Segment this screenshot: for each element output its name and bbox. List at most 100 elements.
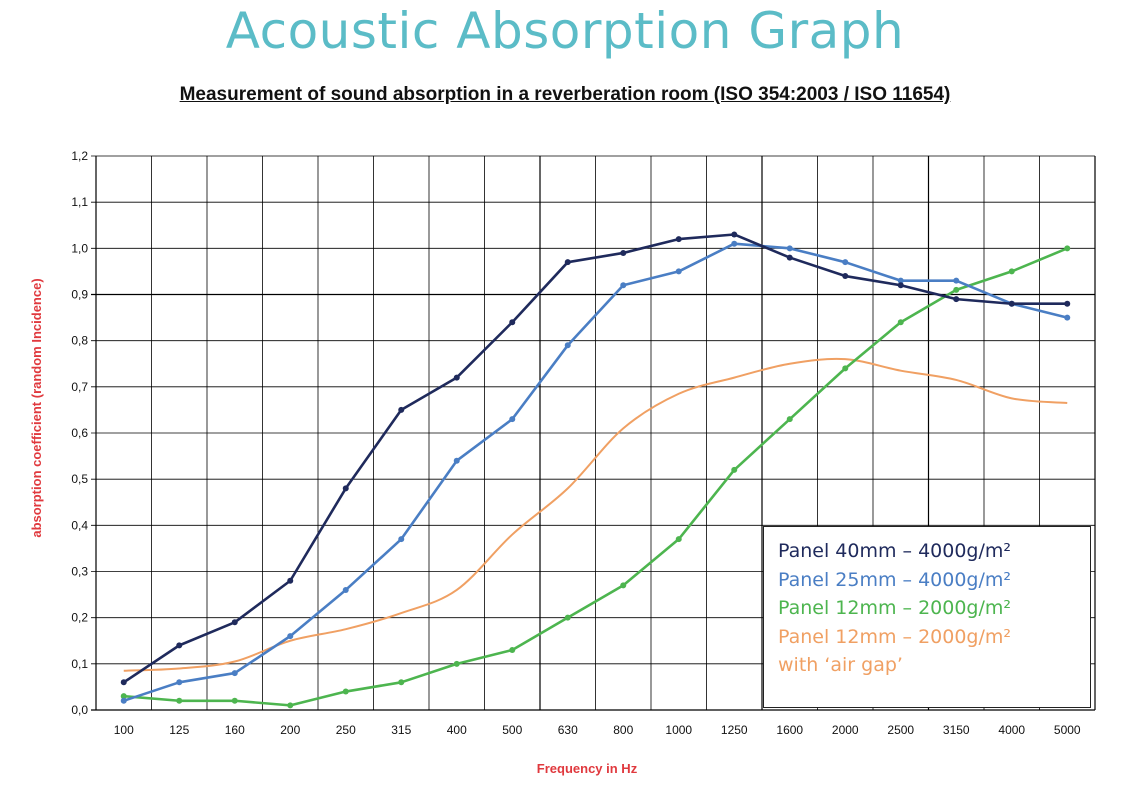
y-axis-label: absorption coefficient (random Incidence… — [29, 278, 44, 537]
data-point — [953, 277, 960, 284]
legend-entry-panel-12mm-air-gap: Panel 12mm – 2000g/m² — [778, 625, 1012, 648]
x-tick-label: 400 — [447, 723, 467, 737]
data-point — [842, 365, 849, 372]
data-point — [897, 319, 904, 326]
data-point — [786, 245, 793, 252]
data-point — [231, 619, 238, 626]
y-tick-label: 0,3 — [71, 565, 88, 579]
chart-subtitle: Measurement of sound absorption in a rev… — [0, 84, 1130, 106]
x-tick-label: 200 — [280, 723, 300, 737]
data-point — [1064, 300, 1071, 307]
page-title: Acoustic Absorption Graph — [225, 2, 905, 60]
y-tick-label: 0,9 — [71, 288, 88, 302]
data-point — [453, 660, 460, 667]
series-panel-40mm-line — [123, 233, 1068, 684]
data-point — [231, 670, 238, 677]
data-point — [287, 577, 294, 584]
x-tick-label: 1250 — [721, 723, 748, 737]
x-tick-label: 250 — [336, 723, 356, 737]
legend-entry-air-gap-note: with ‘air gap’ — [778, 654, 903, 676]
x-tick-label: 2000 — [832, 723, 859, 737]
horizontal-gridlines — [91, 155, 1095, 711]
data-point — [564, 259, 571, 266]
x-tick-label: 500 — [502, 723, 522, 737]
x-tick-label: 160 — [225, 723, 245, 737]
data-point — [1008, 268, 1015, 275]
y-tick-labels: 0,0 0,1 0,2 0,3 0,4 0,5 0,6 0,7 0,8 0,9 1,0 1,1 1,2 — [71, 149, 88, 717]
data-point — [509, 646, 516, 653]
data-point — [620, 249, 627, 256]
legend-entry-panel-40mm: Panel 40mm – 4000g/m² — [778, 540, 1012, 562]
data-point — [675, 536, 682, 543]
x-tick-label: 4000 — [998, 723, 1025, 737]
x-tick-label: 125 — [169, 723, 189, 737]
data-point — [176, 679, 183, 686]
y-tick-label: 0,4 — [71, 518, 88, 532]
data-point — [287, 633, 294, 640]
data-point — [231, 697, 238, 704]
data-point — [1064, 314, 1071, 321]
x-tick-label: 3150 — [943, 723, 970, 737]
data-point — [620, 582, 627, 589]
data-point — [342, 688, 349, 695]
data-point — [731, 231, 738, 238]
data-point — [953, 286, 960, 293]
data-point — [786, 254, 793, 261]
data-point — [564, 342, 571, 349]
data-point — [342, 485, 349, 492]
y-tick-label: 0,0 — [71, 703, 88, 717]
data-point — [731, 466, 738, 473]
x-tick-label: 2500 — [887, 723, 914, 737]
data-point — [897, 277, 904, 284]
data-point — [564, 614, 571, 621]
series-panel-25mm-line — [123, 242, 1068, 703]
x-axis-label: Frequency in Hz — [537, 761, 638, 776]
data-point — [120, 693, 127, 700]
y-tick-label: 1,1 — [71, 195, 88, 209]
data-point — [731, 240, 738, 247]
y-tick-label: 0,2 — [71, 611, 88, 625]
x-tick-label: 630 — [558, 723, 578, 737]
data-point — [342, 586, 349, 593]
data-point — [287, 702, 294, 709]
data-point — [675, 268, 682, 275]
data-point — [120, 697, 127, 704]
y-tick-label: 0,8 — [71, 334, 88, 348]
data-point — [398, 536, 405, 543]
series-panel-12mm-air-gap-line — [123, 357, 1068, 672]
data-point — [897, 282, 904, 289]
x-tick-labels: 100 125 160 200 250 315 400 500 630 800 1000 1250 16… — [114, 723, 1081, 737]
data-point — [1008, 300, 1015, 307]
data-point — [398, 679, 405, 686]
data-point — [453, 457, 460, 464]
data-point — [620, 282, 627, 289]
data-series — [120, 231, 1071, 709]
y-tick-label: 1,0 — [71, 241, 88, 255]
y-tick-label: 0,5 — [71, 472, 88, 486]
chart-subtitle-text: Measurement of sound absorption in a rev… — [179, 84, 951, 105]
x-tick-label: 5000 — [1054, 723, 1081, 737]
data-point — [675, 236, 682, 243]
x-tick-label: 1000 — [665, 723, 692, 737]
data-point — [1064, 245, 1071, 252]
y-tick-label: 0,7 — [71, 380, 88, 394]
data-point — [509, 319, 516, 326]
data-point — [120, 679, 127, 686]
data-point — [453, 374, 460, 381]
data-point — [509, 416, 516, 423]
data-point — [953, 296, 960, 303]
chart-legend: Panel 40mm – 4000g/m² Panel 25mm – 4000g… — [763, 526, 1091, 708]
data-point — [842, 273, 849, 280]
series-panel-12mm-line — [123, 247, 1068, 707]
legend-entry-panel-25mm: Panel 25mm – 4000g/m² — [778, 568, 1012, 591]
x-tick-label: 100 — [114, 723, 134, 737]
data-point — [398, 406, 405, 413]
y-tick-label: 0,1 — [71, 657, 88, 671]
data-point — [176, 642, 183, 649]
x-tick-label: 315 — [391, 723, 411, 737]
x-tick-label: 800 — [613, 723, 633, 737]
legend-entry-panel-12mm: Panel 12mm – 2000g/m² — [778, 597, 1012, 619]
y-tick-label: 0,6 — [71, 426, 88, 440]
y-tick-label: 1,2 — [71, 149, 88, 163]
data-point — [176, 697, 183, 704]
